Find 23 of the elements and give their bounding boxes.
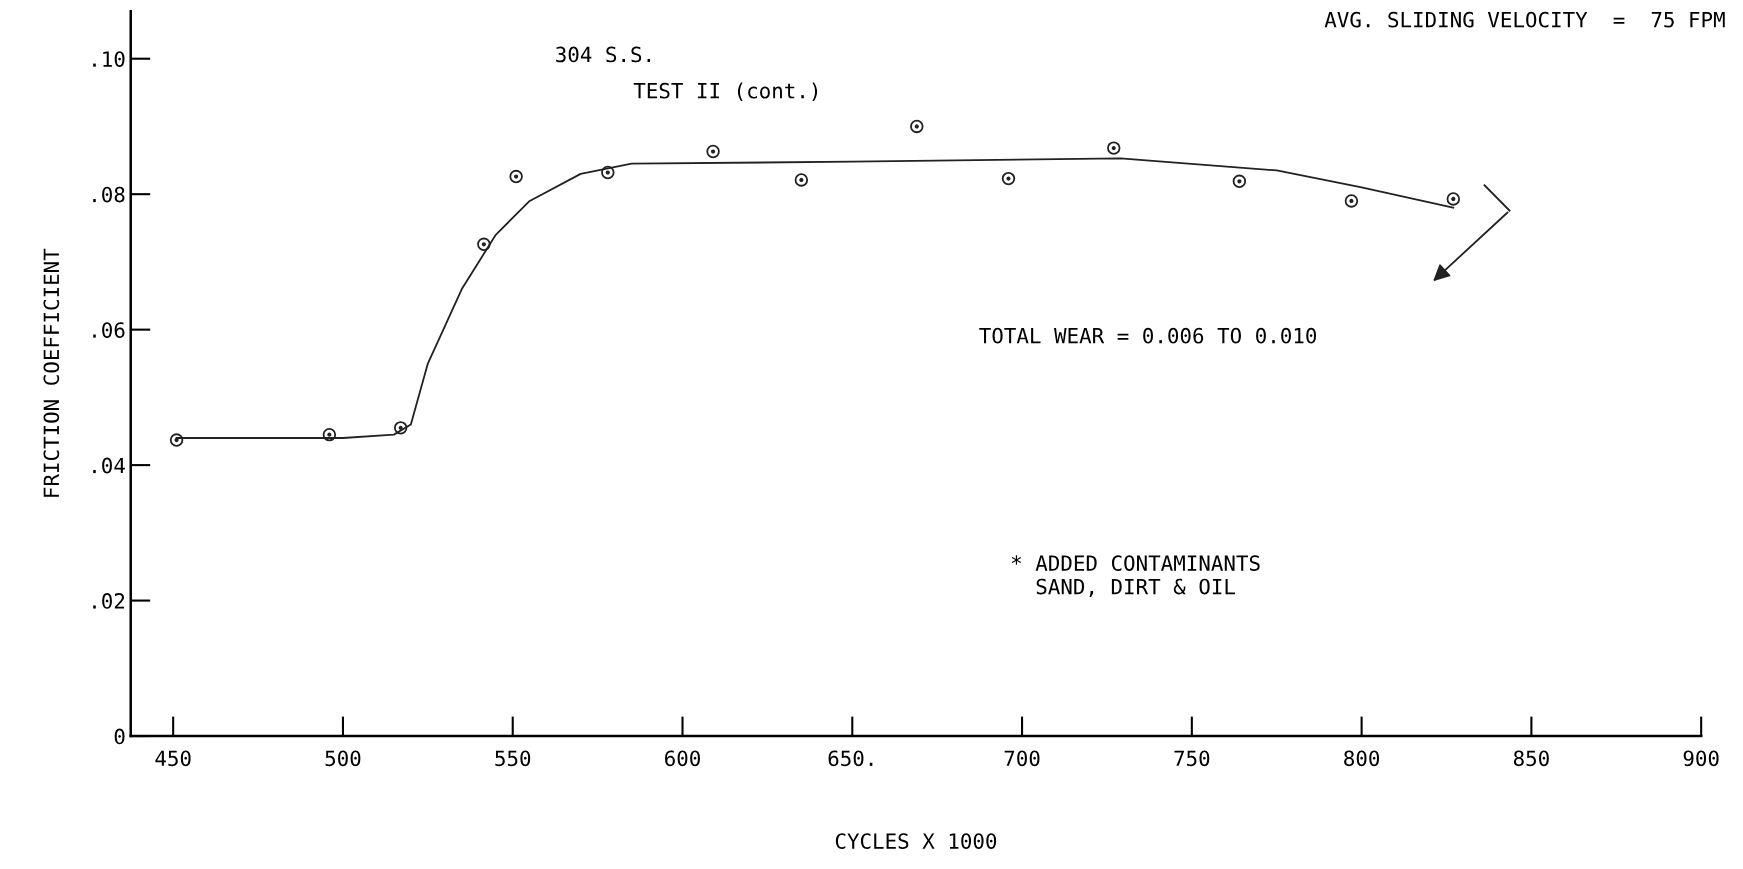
- x-tick-label: 700: [1004, 750, 1040, 767]
- annotation: * ADDED CONTAMINANTS SAND, DIRT & OIL: [1011, 555, 1260, 598]
- annotation: AVG. SLIDING VELOCITY = 75 FPM: [1324, 11, 1725, 28]
- x-tick-label: 850: [1513, 750, 1549, 767]
- x-tick-label: 800: [1344, 750, 1380, 767]
- x-tick-label: 550: [495, 750, 531, 767]
- x-tick-label: 450: [155, 750, 191, 767]
- y-tick-label: .04: [93, 457, 125, 474]
- x-tick-label: 500: [325, 750, 361, 767]
- y-axis-title: FRICTION COEFFICIENT: [43, 248, 60, 497]
- y-tick-label: .08: [93, 186, 125, 203]
- x-tick-label: 900: [1683, 750, 1719, 767]
- text: 304 S.S.: [556, 46, 651, 63]
- x-axis-title: CYCLES X 1000: [835, 833, 997, 849]
- x-tick-label: 750: [1174, 750, 1210, 767]
- y-tick-label: .02: [93, 593, 125, 609]
- x-tick-label: 600: [665, 750, 700, 767]
- y-tick-label: 0: [114, 728, 125, 745]
- annotation: TOTAL WEAR = 0.006 TO 0.010: [979, 327, 1317, 344]
- x-tick-label: 650.: [828, 750, 873, 767]
- text: TEST II (cont.): [633, 82, 818, 102]
- y-tick-label: .10: [93, 51, 125, 67]
- y-tick-label: .06: [93, 322, 125, 338]
